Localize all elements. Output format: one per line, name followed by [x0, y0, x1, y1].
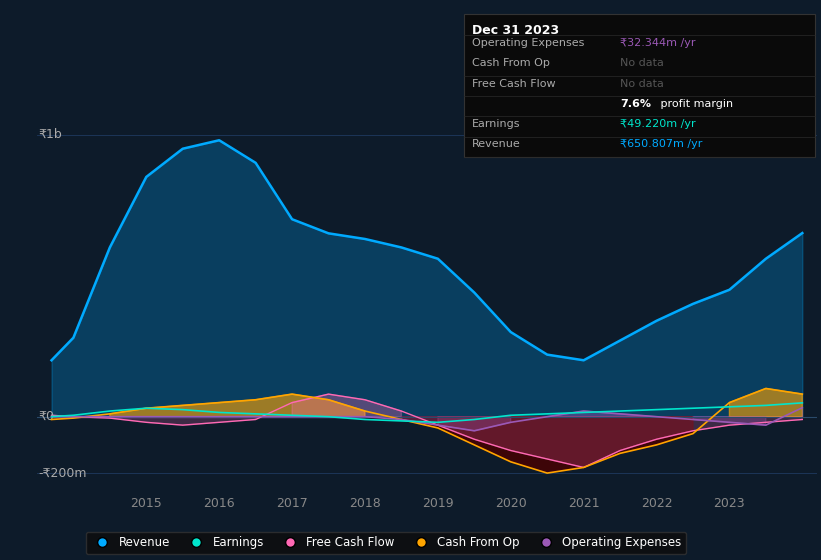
- Text: 7.6%: 7.6%: [620, 99, 651, 109]
- Text: Operating Expenses: Operating Expenses: [472, 38, 585, 48]
- Text: ₹32.344m /yr: ₹32.344m /yr: [620, 38, 695, 48]
- Text: Earnings: Earnings: [472, 119, 521, 129]
- Text: Revenue: Revenue: [472, 139, 521, 150]
- Text: Free Cash Flow: Free Cash Flow: [472, 78, 556, 88]
- Text: ₹650.807m /yr: ₹650.807m /yr: [620, 139, 702, 150]
- Text: ₹0: ₹0: [39, 410, 54, 423]
- Text: ₹49.220m /yr: ₹49.220m /yr: [620, 119, 695, 129]
- Legend: Revenue, Earnings, Free Cash Flow, Cash From Op, Operating Expenses: Revenue, Earnings, Free Cash Flow, Cash …: [85, 531, 686, 554]
- Text: Dec 31 2023: Dec 31 2023: [472, 24, 559, 37]
- Text: -₹200m: -₹200m: [39, 466, 87, 479]
- Text: profit margin: profit margin: [657, 99, 733, 109]
- Text: No data: No data: [620, 58, 663, 68]
- Text: ₹1b: ₹1b: [39, 128, 62, 141]
- Text: No data: No data: [620, 78, 663, 88]
- Text: Cash From Op: Cash From Op: [472, 58, 550, 68]
